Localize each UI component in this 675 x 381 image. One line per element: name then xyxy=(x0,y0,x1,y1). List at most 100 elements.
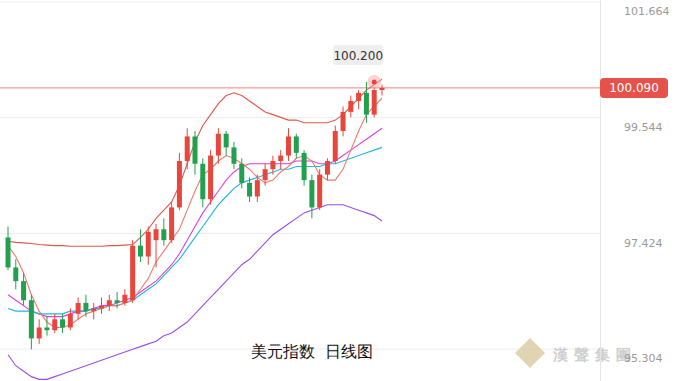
candle xyxy=(13,259,18,289)
candle-body xyxy=(44,328,49,331)
candle-body xyxy=(286,136,291,155)
candle xyxy=(146,227,151,265)
candle-body xyxy=(333,131,338,161)
annotation-dot xyxy=(372,79,377,84)
candle-body xyxy=(185,136,190,161)
candle xyxy=(52,314,57,333)
candle-body xyxy=(138,246,143,257)
candle-body xyxy=(83,303,88,311)
candle-body xyxy=(68,314,73,328)
grid-line xyxy=(0,1,600,2)
candle-body xyxy=(208,156,213,200)
candle xyxy=(177,153,182,210)
candle xyxy=(317,169,322,210)
tick: 101.664 xyxy=(600,2,670,18)
candle xyxy=(247,177,252,202)
candle-body xyxy=(169,207,174,240)
candle xyxy=(29,295,34,350)
grid-line xyxy=(0,233,600,234)
candle xyxy=(333,126,338,164)
candle xyxy=(372,87,377,117)
candle-body xyxy=(247,183,252,197)
candle-body xyxy=(130,246,135,301)
candle-body xyxy=(372,90,377,115)
candle xyxy=(309,175,314,219)
candle-body xyxy=(200,164,205,199)
candle-body xyxy=(107,300,112,305)
candle xyxy=(348,96,353,118)
candle-body xyxy=(341,112,346,131)
last-price-label: 100.090 xyxy=(609,81,659,95)
candle-body xyxy=(115,300,120,303)
candle xyxy=(302,150,307,185)
candle xyxy=(60,314,65,333)
candle xyxy=(325,158,330,180)
candle-body xyxy=(294,136,299,152)
candle-body xyxy=(356,93,361,101)
indicator-line xyxy=(8,79,382,246)
candle xyxy=(161,218,166,245)
candle-body xyxy=(270,161,275,169)
candle xyxy=(107,295,112,311)
last-price-line xyxy=(0,87,600,88)
y-axis: 95.304 97.424 99.544 101.664 xyxy=(600,1,670,381)
grid xyxy=(0,2,600,349)
candle xyxy=(208,150,213,205)
candle-body xyxy=(317,175,322,208)
candle xyxy=(21,273,26,306)
candle xyxy=(224,131,229,156)
candle-body xyxy=(231,147,236,163)
candle xyxy=(231,142,236,169)
candle-body xyxy=(239,164,244,183)
candle-body xyxy=(146,232,151,257)
last-price-tag xyxy=(600,78,668,98)
candle xyxy=(200,158,205,207)
candle xyxy=(115,292,120,308)
tick: 97.424 xyxy=(600,234,663,250)
candle-body xyxy=(177,161,182,207)
candle-body xyxy=(193,136,198,163)
chart: 漢聲集團95.304 97.424 99.544 101.664 100.200 100.… xyxy=(0,0,675,381)
candle-body xyxy=(29,300,34,338)
candle-body xyxy=(325,161,330,175)
candle-body xyxy=(122,295,127,303)
candle-body xyxy=(91,308,96,311)
candle-body xyxy=(21,281,26,300)
annotation-box xyxy=(333,45,383,65)
candle-body xyxy=(224,134,229,148)
annotation-glow xyxy=(367,75,381,89)
candle xyxy=(216,128,221,163)
candle xyxy=(341,106,346,136)
candle-body xyxy=(13,267,18,281)
candle-body xyxy=(216,134,221,156)
candle xyxy=(185,128,190,169)
annotation-label: 100.200 xyxy=(333,49,383,63)
candle xyxy=(37,319,42,344)
tick-label: 99.544 xyxy=(624,121,663,134)
candle xyxy=(130,240,135,303)
candle-wick xyxy=(46,317,47,336)
candle xyxy=(364,82,369,123)
tick-label: 97.424 xyxy=(624,237,663,250)
indicator-line xyxy=(8,205,382,380)
candle-body xyxy=(154,229,159,240)
candle-body xyxy=(76,303,81,314)
candle xyxy=(193,131,198,175)
candle xyxy=(294,134,299,159)
candle-body xyxy=(364,93,369,115)
candle xyxy=(380,85,385,96)
candle xyxy=(68,308,73,330)
candle xyxy=(76,297,81,319)
candle-body xyxy=(52,319,57,330)
plot-area xyxy=(0,75,600,379)
candle-body xyxy=(161,229,166,240)
tick: 95.304 xyxy=(600,350,663,366)
watermark-logo: 漢聲集團 xyxy=(515,338,637,368)
candles xyxy=(6,82,385,349)
axis-line xyxy=(600,1,601,381)
candle xyxy=(169,202,174,243)
candle xyxy=(255,175,260,202)
indicator-line xyxy=(8,128,382,316)
candle-body xyxy=(99,306,104,309)
candle xyxy=(83,295,88,317)
